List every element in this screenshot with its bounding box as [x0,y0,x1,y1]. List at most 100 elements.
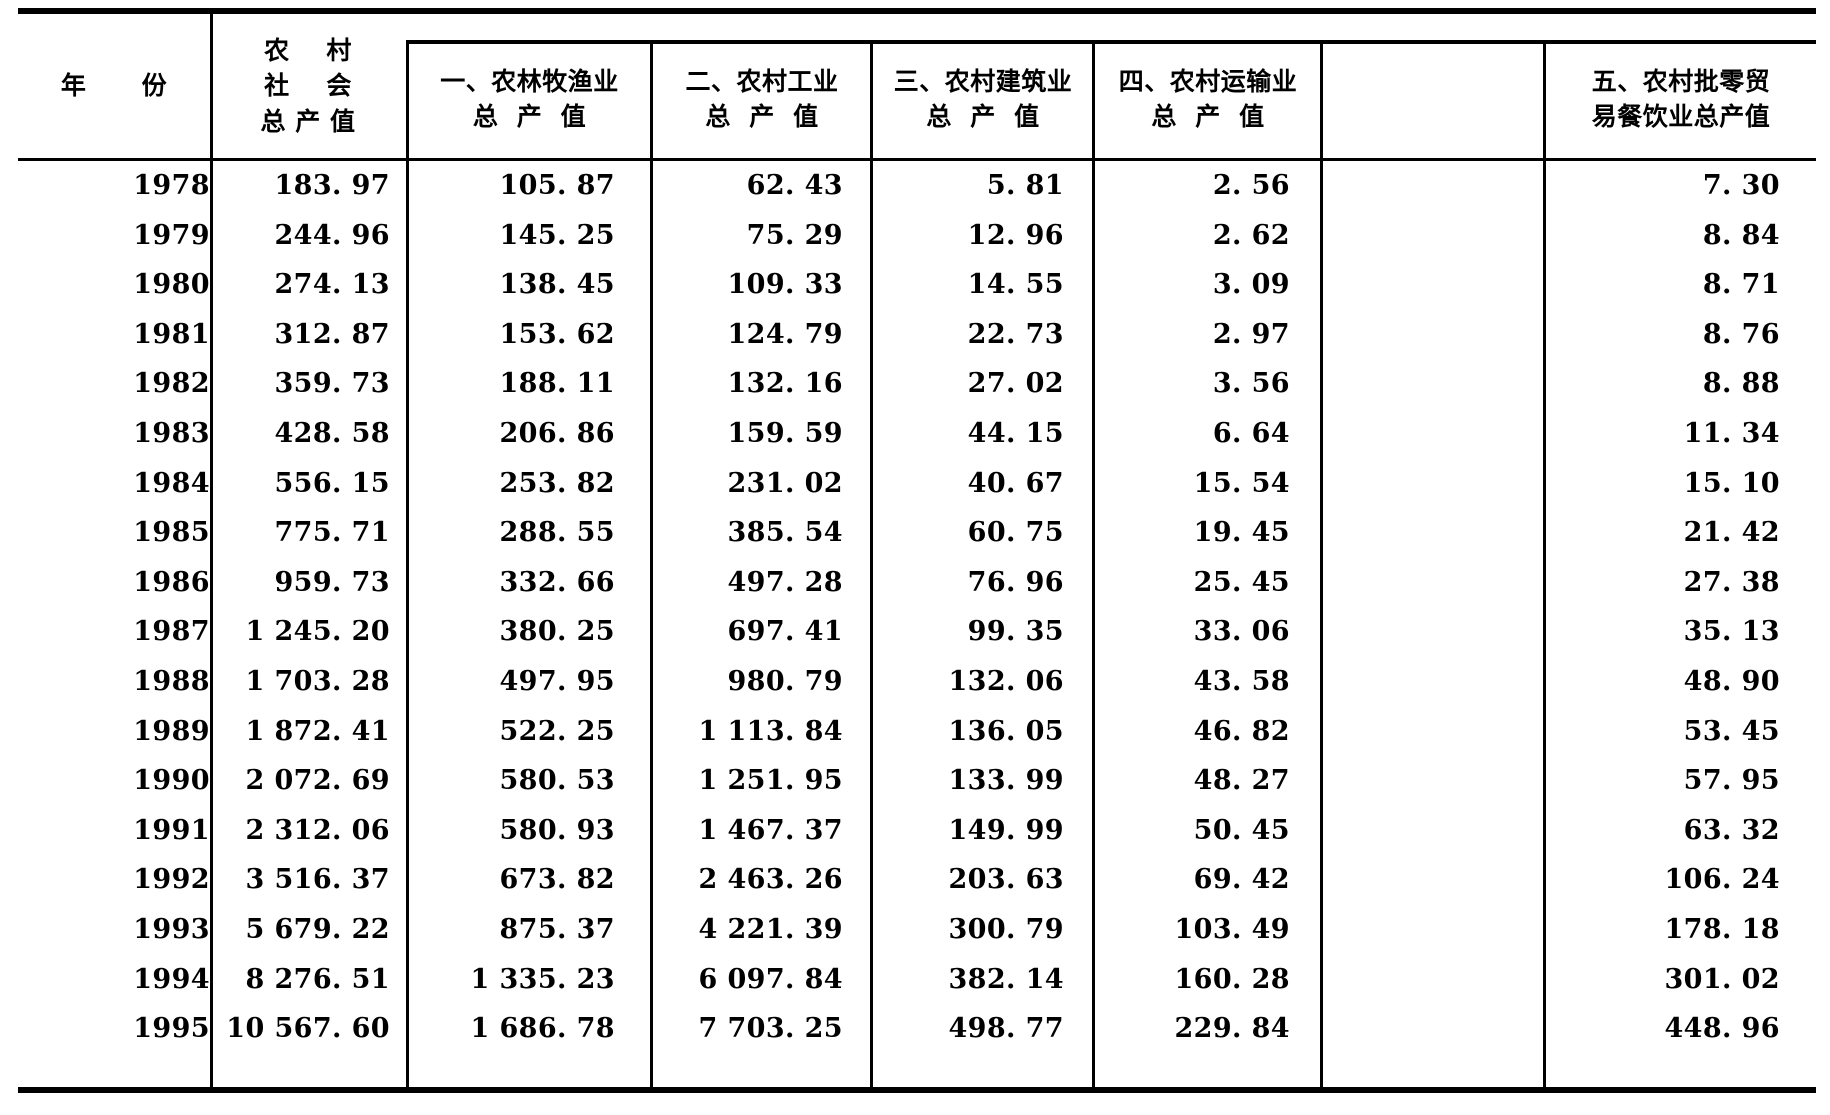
cell-agriculture: 288. 55 [499,517,615,549]
cell-construction: 5. 81 [986,170,1064,201]
table-row: 1978 183. 97 105. 87 62. 43 5. 81 2. 56 7. 30 [18,161,1816,211]
cell-trade: 35. 13 [1683,616,1780,648]
column-header-construction-line-2: 总 产 值 [926,102,1040,131]
column-header-year-line-1: 年 份 [60,71,168,101]
table-bottom-rule [18,1087,1816,1093]
cell-agriculture: 673. 82 [499,864,615,896]
column-separator-7 [1543,40,1546,1087]
cell-trade: 27. 38 [1683,566,1780,598]
table-row: 1979 244. 96 145. 25 75. 29 12. 96 2. 62 8. 84 [18,211,1816,261]
cell-transport: 103. 49 [1174,913,1290,945]
cell-trade: 301. 02 [1664,963,1780,995]
cell-transport: 6. 64 [1212,417,1290,449]
cell-agriculture: 875. 37 [499,913,615,945]
cell-transport: 2. 97 [1212,318,1290,350]
cell-trade: 11. 34 [1683,417,1780,449]
cell-total: 312. 87 [274,318,390,350]
cell-agriculture: 105. 87 [499,170,615,201]
cell-year: 1983 [133,417,210,449]
cell-trade: 48. 90 [1683,665,1780,697]
column-header-construction-line-1: 三、农村建筑业 [893,66,1073,96]
column-separator-3 [650,40,653,1087]
cell-total: 1 703. 28 [245,665,390,697]
cell-transport: 160. 28 [1174,963,1290,995]
cell-total: 244. 96 [274,219,390,251]
table-row: 1993 5 679. 22 875. 37 4 221. 39 300. 79 103.… [18,905,1816,955]
table-row: 1985 775. 71 288. 55 385. 54 60. 75 19. 45 21.… [18,508,1816,558]
cell-industry: 497. 28 [727,566,843,598]
cell-agriculture: 253. 82 [499,467,615,499]
cell-year: 1979 [133,219,210,251]
cell-construction: 27. 02 [967,368,1064,400]
column-header-industry-line-2: 总 产 值 [705,102,819,131]
cell-construction: 22. 73 [967,318,1064,350]
cell-agriculture: 188. 11 [499,368,615,400]
cell-industry: 159. 59 [727,417,843,449]
cell-trade: 8. 88 [1702,368,1780,400]
table-header-row: 年 份 农 村 社 会 总 产 值 一、农林牧渔业 总 产 值 二、农村工业 总… [18,14,1816,158]
cell-industry: 1 251. 95 [698,765,843,797]
cell-agriculture: 1 335. 23 [470,963,615,995]
cell-year: 1992 [133,864,210,896]
cell-total: 775. 71 [274,517,390,549]
table-row: 1988 1 703. 28 497. 95 980. 79 132. 06 43. 58… [18,657,1816,707]
table-row: 1987 1 245. 20 380. 25 697. 41 99. 35 33. 06 3… [18,607,1816,657]
table-top-rule [18,8,1816,14]
column-header-total-line-2: 社 会 [264,71,352,101]
table-row: 1995 10 567. 60 1 686. 78 7 703. 25 498. 77 2… [18,1004,1816,1054]
cell-construction: 498. 77 [948,1013,1064,1045]
cell-trade: 21. 42 [1683,517,1780,549]
cell-transport: 15. 54 [1193,467,1290,499]
cell-trade: 53. 45 [1683,715,1780,747]
table-row: 1982 359. 73 188. 11 132. 16 27. 02 3. 56 8. 8… [18,359,1816,409]
cell-trade: 106. 24 [1664,864,1780,896]
cell-industry: 7 703. 25 [698,1013,843,1045]
table-row: 1984 556. 15 253. 82 231. 02 40. 67 15. 54 15.… [18,459,1816,509]
cell-year: 1987 [133,616,210,648]
cell-total: 10 567. 60 [226,1013,390,1045]
cell-agriculture: 206. 86 [499,417,615,449]
cell-transport: 33. 06 [1193,616,1290,648]
cell-industry: 132. 16 [727,368,843,400]
cell-trade: 8. 84 [1702,219,1780,251]
cell-total: 359. 73 [274,368,390,400]
column-header-agriculture-line-2: 总 产 值 [472,102,587,131]
cell-transport: 43. 58 [1193,665,1290,697]
column-header-transport: 四、农村运输业 总 产 值 [1095,14,1321,158]
column-header-total: 农 村 社 会 总 产 值 [213,14,403,158]
cell-industry: 2 463. 26 [698,864,843,896]
table-row: 1991 2 312. 06 580. 93 1 467. 37 149. 99 50. … [18,806,1816,856]
table-row: 1994 8 276. 51 1 335. 23 6 097. 84 382. 14 16… [18,955,1816,1005]
cell-industry: 124. 79 [727,318,843,350]
table-body: 1978 183. 97 105. 87 62. 43 5. 81 2. 56 7. 30 1… [18,161,1816,1087]
cell-industry: 1 113. 84 [698,715,843,747]
cell-total: 959. 73 [274,566,390,598]
column-header-industry: 二、农村工业 总 产 值 [653,14,871,158]
cell-year: 1988 [133,665,210,697]
column-separator-6 [1320,40,1323,1087]
cell-total: 428. 58 [274,417,390,449]
cell-trade: 7. 30 [1702,170,1780,201]
cell-transport: 69. 42 [1193,864,1290,896]
column-header-transport-line-2: 总 产 值 [1151,102,1265,131]
cell-total: 2 312. 06 [245,814,390,846]
table-row: 1989 1 872. 41 522. 25 1 113. 84 136. 05 46. … [18,707,1816,757]
cell-construction: 382. 14 [948,963,1064,995]
cell-total: 5 679. 22 [245,913,390,945]
cell-construction: 132. 06 [948,665,1064,697]
table-row: 1992 3 516. 37 673. 82 2 463. 26 203. 63 69. … [18,855,1816,905]
cell-total: 1 872. 41 [245,715,390,747]
table-row: 1990 2 072. 69 580. 53 1 251. 95 133. 99 48. … [18,756,1816,806]
column-header-industry-line-1: 二、农村工业 [685,66,839,96]
cell-transport: 2. 56 [1212,170,1290,201]
column-header-agriculture: 一、农林牧渔业 总 产 值 [409,14,650,158]
cell-industry: 385. 54 [727,517,843,549]
cell-total: 2 072. 69 [245,765,390,797]
cell-transport: 46. 82 [1193,715,1290,747]
cell-agriculture: 1 686. 78 [470,1013,615,1045]
cell-trade: 8. 71 [1702,269,1780,301]
cell-year: 1984 [133,467,210,499]
column-header-trade: 五、农村批零贸 易餐饮业总产值 [1546,14,1816,158]
cell-year: 1991 [133,814,210,846]
cell-year: 1982 [133,368,210,400]
